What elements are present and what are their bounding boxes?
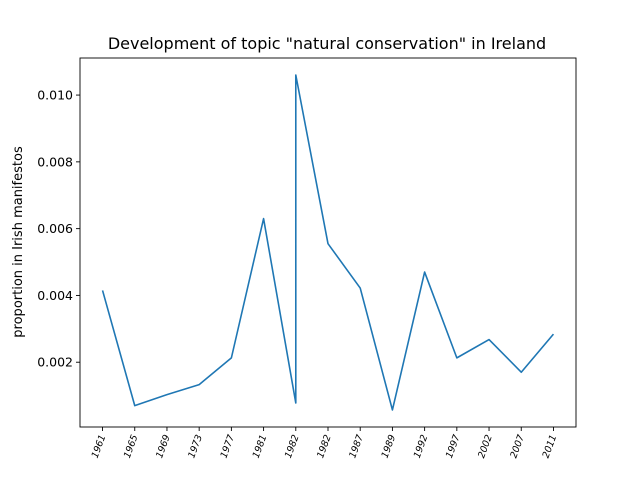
x-tick-label: 2011 bbox=[541, 433, 560, 459]
x-tick-label: 1982 bbox=[283, 433, 302, 459]
x-tick-label: 1961 bbox=[90, 433, 109, 459]
x-tick-label: 1992 bbox=[412, 433, 431, 459]
x-tick-label: 1981 bbox=[251, 433, 270, 459]
x-tick-label: 1982 bbox=[315, 433, 334, 459]
series-line-0 bbox=[101, 74, 555, 411]
y-tick-label: 0.008 bbox=[37, 154, 73, 169]
ticks-layer: 0.002 0.004 0.006 0.008 0.010 1961 1965 1969 197… bbox=[37, 88, 559, 460]
y-axis-label: proportion in Irish manifestos bbox=[11, 146, 26, 338]
y-tick-label: 0.002 bbox=[37, 355, 73, 370]
x-tick-label: 1965 bbox=[122, 433, 141, 459]
series-layer bbox=[101, 74, 555, 411]
y-tick-label: 0.010 bbox=[37, 88, 73, 103]
y-tick-label: 0.004 bbox=[37, 288, 73, 303]
x-tick-label: 1969 bbox=[154, 433, 173, 459]
x-tick-label: 2007 bbox=[508, 433, 527, 459]
y-tick-label: 0.006 bbox=[37, 221, 73, 236]
x-tick-label: 1987 bbox=[347, 433, 366, 459]
x-tick-label: 1989 bbox=[380, 433, 399, 459]
x-tick-label: 1977 bbox=[219, 433, 238, 459]
chart-title: Development of topic "natural conservati… bbox=[108, 34, 546, 53]
x-tick-label: 1973 bbox=[186, 433, 205, 459]
x-tick-label: 2002 bbox=[476, 433, 495, 459]
x-tick-label: 1997 bbox=[444, 433, 463, 459]
